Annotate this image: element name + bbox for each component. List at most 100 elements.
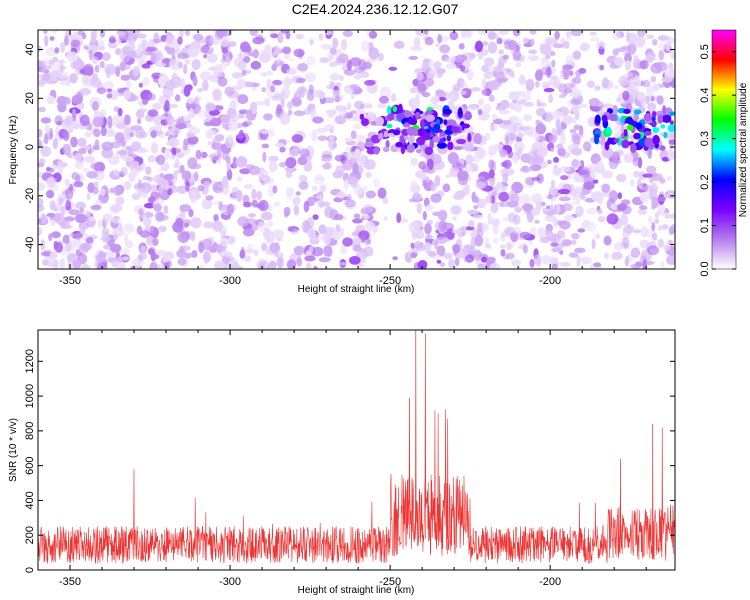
heatmap-cell xyxy=(38,128,43,138)
heatmap-cell xyxy=(614,56,624,67)
heatmap-cell xyxy=(660,124,666,129)
heatmap-cell xyxy=(437,34,442,44)
heatmap-cell xyxy=(42,259,50,266)
heatmap-cell xyxy=(318,33,324,41)
heatmap-cell xyxy=(135,128,146,139)
heatmap-cell xyxy=(509,226,522,234)
heatmap-cell xyxy=(176,52,189,60)
heatmap-cell xyxy=(669,48,675,60)
heatmap-cell xyxy=(150,142,159,154)
heatmap-cell xyxy=(535,123,546,135)
heatmap-cell xyxy=(603,235,612,246)
heatmap-cell xyxy=(491,191,497,197)
heatmap-cell xyxy=(55,126,60,136)
heatmap-cell xyxy=(368,30,378,39)
heatmap-cell xyxy=(311,185,318,192)
heatmap-cell xyxy=(261,242,268,252)
heatmap-cell xyxy=(286,191,293,200)
heatmap-cell xyxy=(145,166,152,176)
heatmap-cell xyxy=(202,221,215,229)
heatmap-cell xyxy=(461,142,474,151)
heatmap-cell xyxy=(92,101,99,112)
heatmap-cell xyxy=(613,138,620,143)
heatmap-cell xyxy=(285,168,293,179)
heatmap-cell xyxy=(38,78,45,88)
heatmap-cell xyxy=(334,154,345,162)
heatmap-cell xyxy=(317,135,328,141)
heatmap-cell xyxy=(408,136,414,145)
heatmap-cell xyxy=(80,242,92,251)
heatmap-cell xyxy=(425,114,436,122)
heatmap-cell xyxy=(564,83,575,89)
heatmap-cell xyxy=(183,252,192,259)
heatmap-cell xyxy=(469,105,478,111)
snr-xtick-label: -350 xyxy=(59,576,81,588)
heatmap-cell xyxy=(544,229,552,235)
heatmap-cell xyxy=(499,244,506,249)
heatmap-cell xyxy=(514,101,523,113)
heatmap-cell xyxy=(543,87,555,93)
heatmap-cell xyxy=(545,54,551,60)
heatmap-cell xyxy=(329,47,337,56)
heatmap-cell xyxy=(183,115,190,122)
heatmap-cell xyxy=(537,227,546,239)
heatmap-cell xyxy=(163,206,169,215)
heatmap-cell xyxy=(525,78,535,91)
heatmap-cell xyxy=(686,122,694,126)
heatmap-cell xyxy=(175,123,187,130)
heatmap-cell xyxy=(79,114,90,127)
heatmap-cell xyxy=(477,263,486,269)
colorbar-tick-label: 0.4 xyxy=(699,88,711,103)
heatmap-cell xyxy=(260,72,268,77)
heatmap-cell xyxy=(665,44,671,52)
heatmap-cell xyxy=(100,188,106,197)
heatmap-cell xyxy=(580,256,592,265)
heatmap-cell xyxy=(661,212,671,218)
heatmap-cell xyxy=(60,41,66,54)
heatmap-cell xyxy=(101,231,111,244)
heatmap-cell xyxy=(77,137,87,147)
heatmap-cell xyxy=(604,252,610,260)
heatmap-cell xyxy=(84,131,92,138)
heatmap-cell xyxy=(391,93,397,102)
heatmap-cell xyxy=(555,118,561,130)
heatmap-cell xyxy=(110,204,123,213)
heatmap-cell xyxy=(623,129,628,137)
heatmap-cell xyxy=(485,243,492,249)
heatmap-cell xyxy=(319,57,330,64)
heatmap-cell xyxy=(165,115,175,126)
heatmap-cell xyxy=(365,190,376,199)
heatmap-cell xyxy=(271,63,278,71)
heatmap-cell xyxy=(101,147,114,159)
heatmap-cell xyxy=(370,134,381,144)
heatmap-cell xyxy=(608,157,619,170)
heatmap-cell xyxy=(684,120,689,126)
heatmap-cell xyxy=(630,143,637,153)
snr-axes: -350 -300 -250 -200 0 200 400 600 800 1000 1200 xyxy=(24,330,675,588)
heatmap-cell xyxy=(657,225,663,231)
heatmap-cell xyxy=(152,102,162,110)
heatmap-cell xyxy=(124,114,131,126)
heatmap-cell xyxy=(320,43,333,50)
heatmap-cell xyxy=(489,176,495,187)
heatmap-cell xyxy=(273,45,280,57)
heatmap-cell xyxy=(295,191,301,196)
heatmap-cell xyxy=(71,94,83,105)
heatmap-cell xyxy=(79,68,86,74)
heatmap-cell xyxy=(338,108,347,118)
heatmap-cell xyxy=(435,43,440,48)
heatmap-cell xyxy=(477,108,483,115)
spectrogram-xtick-label: -200 xyxy=(539,275,561,287)
heatmap-cell xyxy=(155,124,163,132)
heatmap-cell xyxy=(96,87,107,94)
heatmap-cell xyxy=(345,146,352,152)
heatmap-cell xyxy=(530,38,535,47)
heatmap-cell xyxy=(511,153,519,164)
heatmap-cell xyxy=(86,192,91,201)
heatmap-cell xyxy=(633,229,642,234)
heatmap-cell xyxy=(232,156,238,169)
heatmap-cell xyxy=(38,64,49,72)
heatmap-cell xyxy=(638,31,646,36)
heatmap-cell xyxy=(241,69,247,76)
heatmap-cell xyxy=(40,117,52,124)
